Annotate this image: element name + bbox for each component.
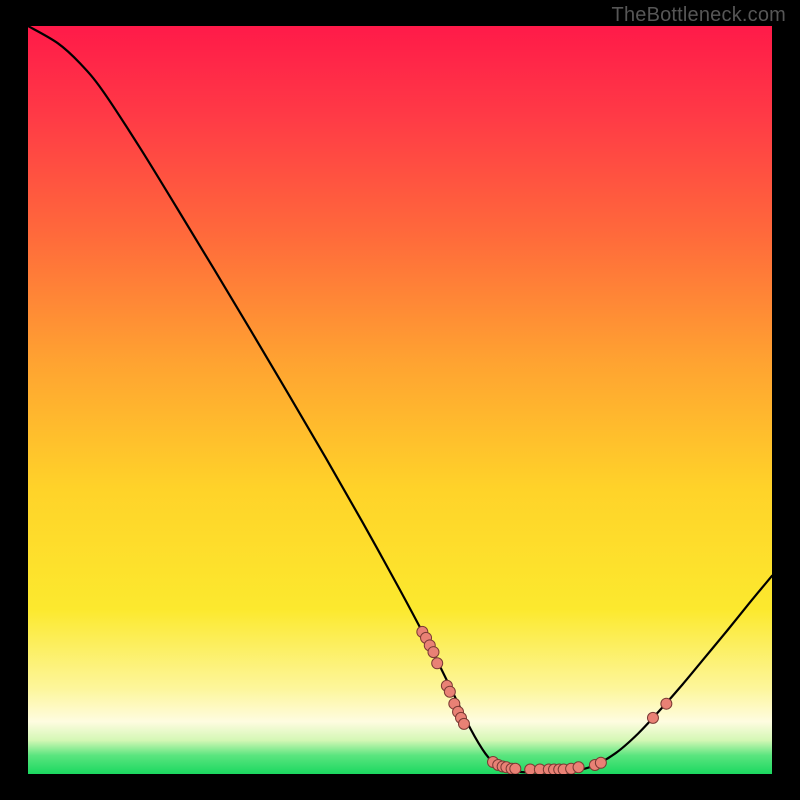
bottleneck-curve	[28, 26, 772, 773]
data-point	[428, 647, 439, 658]
marker-layer	[417, 626, 672, 774]
chart-svg	[28, 26, 772, 774]
data-point	[647, 712, 658, 723]
data-point	[510, 763, 521, 774]
data-point	[573, 762, 584, 773]
watermark-text: TheBottleneck.com	[612, 4, 786, 27]
data-point	[432, 658, 443, 669]
data-point	[595, 757, 606, 768]
data-point	[444, 686, 455, 697]
data-point	[458, 718, 469, 729]
data-point	[661, 698, 672, 709]
plot-area	[28, 26, 772, 774]
